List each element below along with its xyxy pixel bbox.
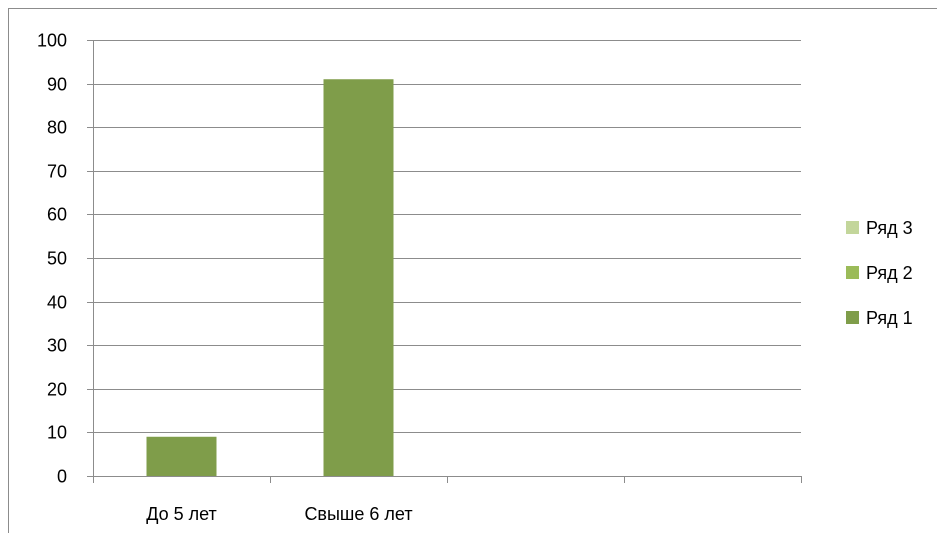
y-tick-label: 10	[47, 423, 67, 443]
legend: Ряд 3 Ряд 2 Ряд 1	[846, 218, 913, 328]
y-tick-label: 90	[47, 75, 67, 95]
bar-series-1-category-2	[323, 79, 394, 477]
x-tick-labels: До 5 лет Свыше 6 лет	[146, 504, 412, 524]
gridlines	[87, 40, 801, 477]
y-tick-label: 0	[57, 467, 67, 487]
legend-label-series-1: Ряд 1	[866, 308, 913, 328]
legend-swatch-series-2	[846, 266, 859, 279]
y-tick-label: 30	[47, 336, 67, 356]
legend-swatch-series-3	[846, 221, 859, 234]
bars	[146, 79, 394, 477]
axes	[93, 40, 802, 483]
x-tick-label: До 5 лет	[146, 504, 217, 524]
y-tick-label: 70	[47, 162, 67, 182]
y-tick-label: 40	[47, 293, 67, 313]
legend-label-series-2: Ряд 2	[866, 263, 913, 283]
y-tick-label: 60	[47, 205, 67, 225]
y-tick-labels: 0 10 20 30 40 50 60 70 80 90 100	[37, 31, 67, 487]
x-tick-label: Свыше 6 лет	[304, 504, 412, 524]
bar-series-1-category-1	[146, 436, 217, 476]
y-tick-label: 100	[37, 31, 67, 51]
legend-swatch-series-1	[846, 311, 859, 324]
legend-label-series-3: Ряд 3	[866, 218, 913, 238]
y-tick-label: 20	[47, 380, 67, 400]
y-tick-label: 80	[47, 118, 67, 138]
y-tick-label: 50	[47, 249, 67, 269]
